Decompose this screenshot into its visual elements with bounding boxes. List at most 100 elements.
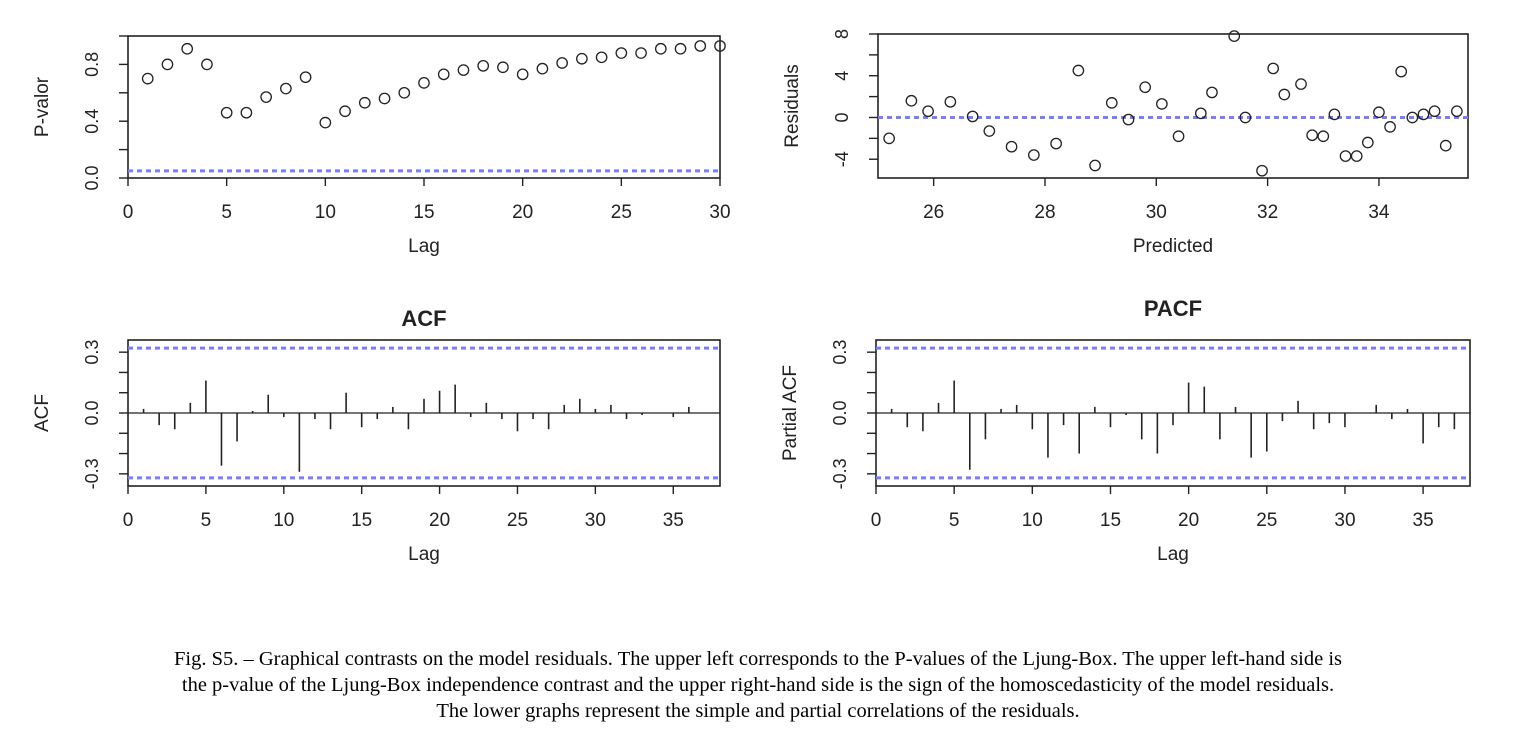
x-tick-label: 34 bbox=[1368, 202, 1390, 223]
y-tick-label: 0.8 bbox=[82, 52, 102, 77]
data-point bbox=[1339, 150, 1352, 162]
x-tick-label: 35 bbox=[663, 510, 684, 531]
x-axis-label: Lag bbox=[408, 236, 440, 257]
chart-title: PACF bbox=[1144, 296, 1202, 321]
data-point bbox=[437, 68, 450, 81]
data-point bbox=[905, 94, 918, 107]
data-point bbox=[1317, 130, 1330, 143]
x-tick-label: 0 bbox=[123, 510, 134, 531]
caption-line-2: the p-value of the Ljung-Box independenc… bbox=[181, 674, 1335, 696]
y-axis-label: ACF bbox=[32, 394, 53, 432]
caption-line-1: Fig. S5. – Graphical contrasts on the mo… bbox=[173, 648, 1343, 670]
diagnostic-plots: 0 5 10 15 20 25 30 0.0 0.4 0.8 Lag P-valor 26 28 30 32 3… bbox=[32, 29, 1471, 565]
data-point bbox=[1139, 81, 1152, 94]
data-point bbox=[1428, 105, 1441, 118]
y-tick-label: -0.3 bbox=[82, 458, 102, 489]
data-point bbox=[595, 51, 608, 64]
data-point bbox=[1451, 105, 1463, 118]
data-point bbox=[1228, 30, 1241, 42]
data-point bbox=[654, 42, 667, 55]
data-point bbox=[1105, 97, 1118, 109]
data-point bbox=[922, 105, 934, 118]
y-tick-label: 4 bbox=[832, 71, 852, 81]
data-point bbox=[576, 52, 588, 65]
y-tick-label: 0.0 bbox=[830, 400, 850, 425]
y-tick-label: 0.4 bbox=[82, 109, 102, 134]
plot-frame bbox=[877, 33, 1469, 179]
x-tick-label: 5 bbox=[201, 510, 212, 531]
data-point bbox=[536, 62, 549, 75]
data-point bbox=[299, 71, 312, 84]
x-tick-label: 15 bbox=[413, 202, 434, 223]
x-tick-label: 10 bbox=[273, 510, 294, 531]
data-point bbox=[694, 40, 707, 52]
x-tick-label: 10 bbox=[315, 202, 336, 223]
data-point bbox=[260, 91, 272, 103]
x-tick-label: 25 bbox=[507, 510, 528, 531]
data-point bbox=[280, 82, 292, 95]
x-tick-label: 10 bbox=[1022, 510, 1043, 531]
x-tick-label: 30 bbox=[709, 202, 730, 223]
data-point bbox=[161, 58, 174, 71]
acf-chart: 0 5 10 15 20 25 30 35 -0.3 0.0 0.3 Lag ACF ACF bbox=[32, 306, 721, 565]
data-point bbox=[674, 42, 687, 55]
data-point bbox=[141, 72, 154, 85]
y-tick-label: 0.0 bbox=[82, 165, 102, 190]
x-tick-label: 26 bbox=[923, 202, 944, 223]
y-tick-label: -0.3 bbox=[830, 458, 850, 489]
y-tick-label: 0 bbox=[832, 112, 852, 122]
y-axis-label: Residuals bbox=[782, 64, 803, 147]
data-point bbox=[1206, 86, 1218, 99]
y-tick-label: 0.3 bbox=[830, 340, 850, 365]
data-point bbox=[1439, 139, 1452, 152]
data-point bbox=[339, 105, 351, 118]
data-point bbox=[1072, 64, 1085, 77]
data-point bbox=[966, 110, 979, 123]
data-point bbox=[615, 47, 628, 59]
data-point bbox=[1373, 106, 1385, 119]
data-point bbox=[635, 47, 647, 59]
x-tick-label: 0 bbox=[871, 510, 882, 531]
y-axis-label: Partial ACF bbox=[780, 365, 801, 461]
data-point bbox=[378, 92, 391, 105]
data-point bbox=[181, 42, 194, 55]
data-point bbox=[1005, 140, 1018, 153]
x-tick-label: 5 bbox=[221, 202, 232, 223]
x-tick-label: 28 bbox=[1034, 202, 1055, 223]
x-tick-label: 15 bbox=[1100, 510, 1121, 531]
data-point bbox=[944, 95, 957, 108]
x-tick-label: 35 bbox=[1413, 510, 1434, 531]
data-point bbox=[240, 106, 253, 119]
data-point bbox=[497, 61, 509, 74]
x-tick-label: 30 bbox=[1146, 202, 1167, 223]
data-point bbox=[1256, 164, 1268, 177]
chart-title: ACF bbox=[401, 306, 446, 331]
caption-line-3: The lower graphs represent the simple an… bbox=[436, 700, 1080, 722]
x-tick-label: 20 bbox=[512, 202, 533, 223]
y-tick-label: 0.3 bbox=[82, 340, 102, 365]
data-point bbox=[1122, 113, 1135, 126]
data-point bbox=[1156, 98, 1168, 110]
data-point bbox=[477, 59, 490, 72]
data-point bbox=[1050, 137, 1062, 150]
x-axis-label: Predicted bbox=[1133, 236, 1213, 257]
data-point bbox=[883, 132, 895, 145]
x-tick-label: 32 bbox=[1257, 202, 1278, 223]
data-point bbox=[983, 125, 996, 137]
data-point bbox=[714, 40, 726, 52]
y-axis-label: P-valor bbox=[32, 76, 53, 137]
x-tick-label: 25 bbox=[1256, 510, 1277, 531]
figure-panel: 0 5 10 15 20 25 30 0.0 0.4 0.8 Lag P-valor 26 28 30 32 3… bbox=[32, 29, 1471, 565]
x-tick-label: 30 bbox=[1334, 510, 1355, 531]
data-point bbox=[319, 116, 332, 129]
data-point bbox=[1027, 149, 1040, 161]
data-point bbox=[457, 64, 470, 76]
plot-frame bbox=[127, 35, 721, 179]
data-point bbox=[1417, 108, 1430, 121]
data-point bbox=[398, 86, 411, 99]
data-point bbox=[220, 106, 233, 119]
data-point bbox=[1172, 130, 1185, 143]
data-point bbox=[1295, 78, 1307, 90]
data-point bbox=[1406, 111, 1419, 124]
data-point bbox=[201, 58, 213, 71]
